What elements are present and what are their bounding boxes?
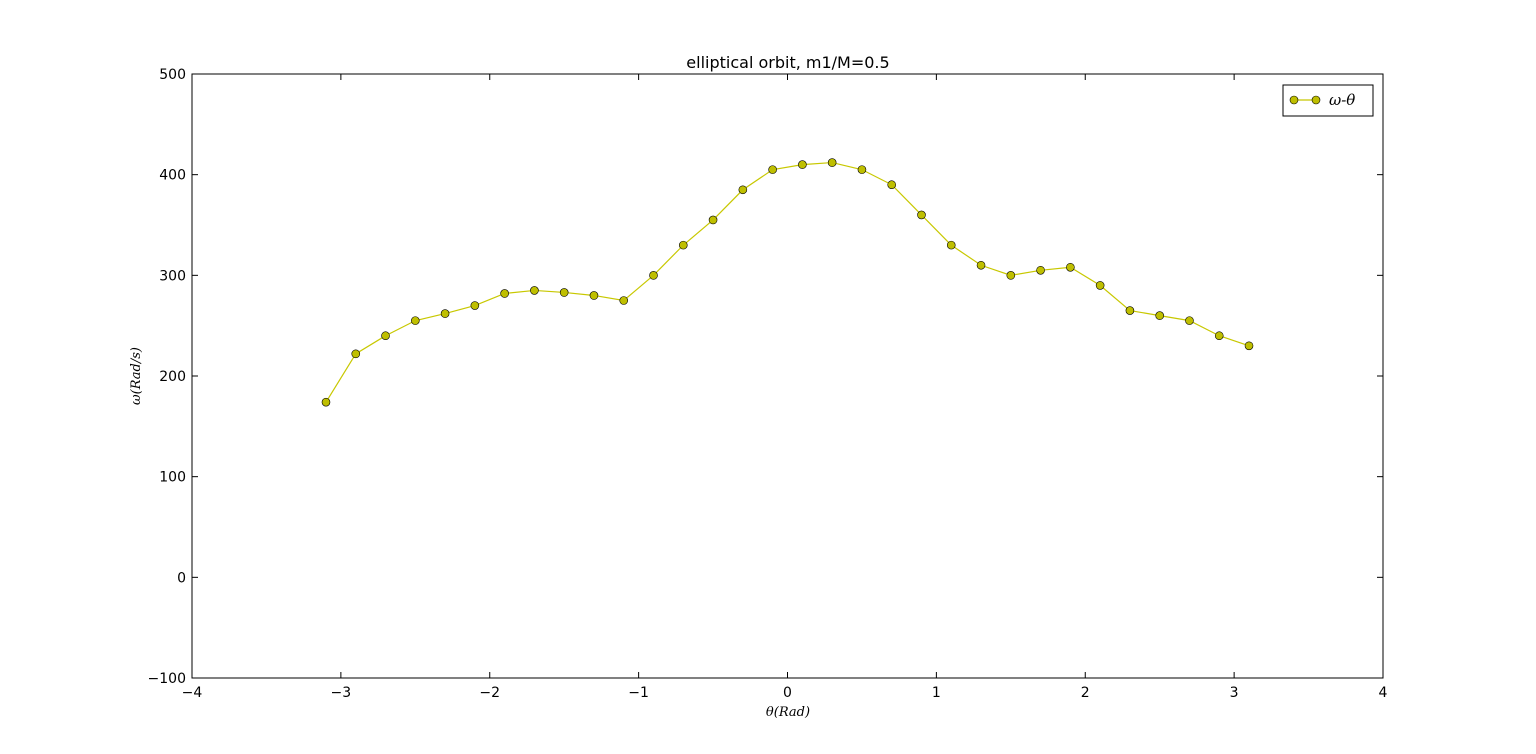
legend-label: ω-θ	[1329, 91, 1355, 109]
data-point	[738, 185, 748, 195]
data-point	[1185, 316, 1194, 325]
data-point	[1155, 311, 1164, 320]
data-point	[708, 215, 718, 225]
data-point	[887, 180, 897, 190]
x-tick-label: 1	[932, 685, 941, 701]
data-point	[827, 158, 837, 167]
data-point	[768, 165, 777, 174]
x-tick-label: −2	[479, 685, 500, 701]
data-point	[1244, 341, 1254, 351]
x-tick-label: 2	[1081, 685, 1090, 701]
x-tick-label: 4	[1379, 685, 1388, 701]
data-point	[649, 271, 658, 280]
data-point	[1036, 265, 1045, 275]
data-point	[321, 397, 331, 407]
data-point	[500, 289, 509, 298]
data-point	[411, 316, 420, 325]
chart-title: elliptical orbit, m1/M=0.5	[686, 53, 889, 72]
x-axis: −4 −3 −2 −1 0 1 2 3 4	[182, 74, 1388, 701]
x-tick-label: −3	[331, 685, 352, 701]
y-tick-label: 500	[159, 67, 186, 83]
data-point	[1125, 306, 1135, 315]
y-tick-label: 200	[159, 369, 186, 385]
data-point	[589, 291, 599, 300]
data-point	[381, 331, 390, 341]
x-tick-label: 0	[783, 685, 792, 701]
y-tick-label: 400	[159, 168, 186, 184]
legend-marker-left	[1289, 95, 1299, 105]
data-point	[798, 160, 807, 169]
y-tick-label: 100	[159, 470, 186, 486]
data-point	[470, 301, 480, 310]
data-point	[619, 296, 629, 305]
data-point	[857, 165, 867, 174]
x-tick-label: −1	[628, 685, 649, 701]
legend: ω-θ	[1282, 84, 1374, 117]
data-point	[946, 240, 956, 250]
series-line	[325, 161, 1250, 403]
data-point	[351, 349, 361, 359]
data-point	[1095, 281, 1105, 290]
legend-marker-right	[1311, 95, 1321, 105]
y-tick-label: −100	[148, 671, 186, 687]
plot-area	[321, 158, 1254, 407]
data-point	[1214, 331, 1224, 341]
y-axis-label: ω(Rad/s)	[129, 347, 144, 405]
data-point	[559, 288, 569, 297]
data-point	[1006, 271, 1016, 280]
data-point	[678, 240, 688, 250]
data-point	[440, 309, 450, 318]
data-point	[1066, 262, 1075, 272]
data-point	[917, 210, 926, 220]
y-tick-label: 0	[177, 570, 186, 586]
data-point	[530, 286, 539, 295]
data-point	[976, 260, 986, 270]
y-axis: −100 0 100 200 300 400 500	[148, 67, 1383, 687]
x-tick-label: −4	[182, 685, 203, 701]
x-tick-label: 3	[1230, 685, 1239, 701]
y-tick-label: 300	[159, 268, 186, 284]
x-axis-label: θ(Rad)	[766, 705, 810, 720]
